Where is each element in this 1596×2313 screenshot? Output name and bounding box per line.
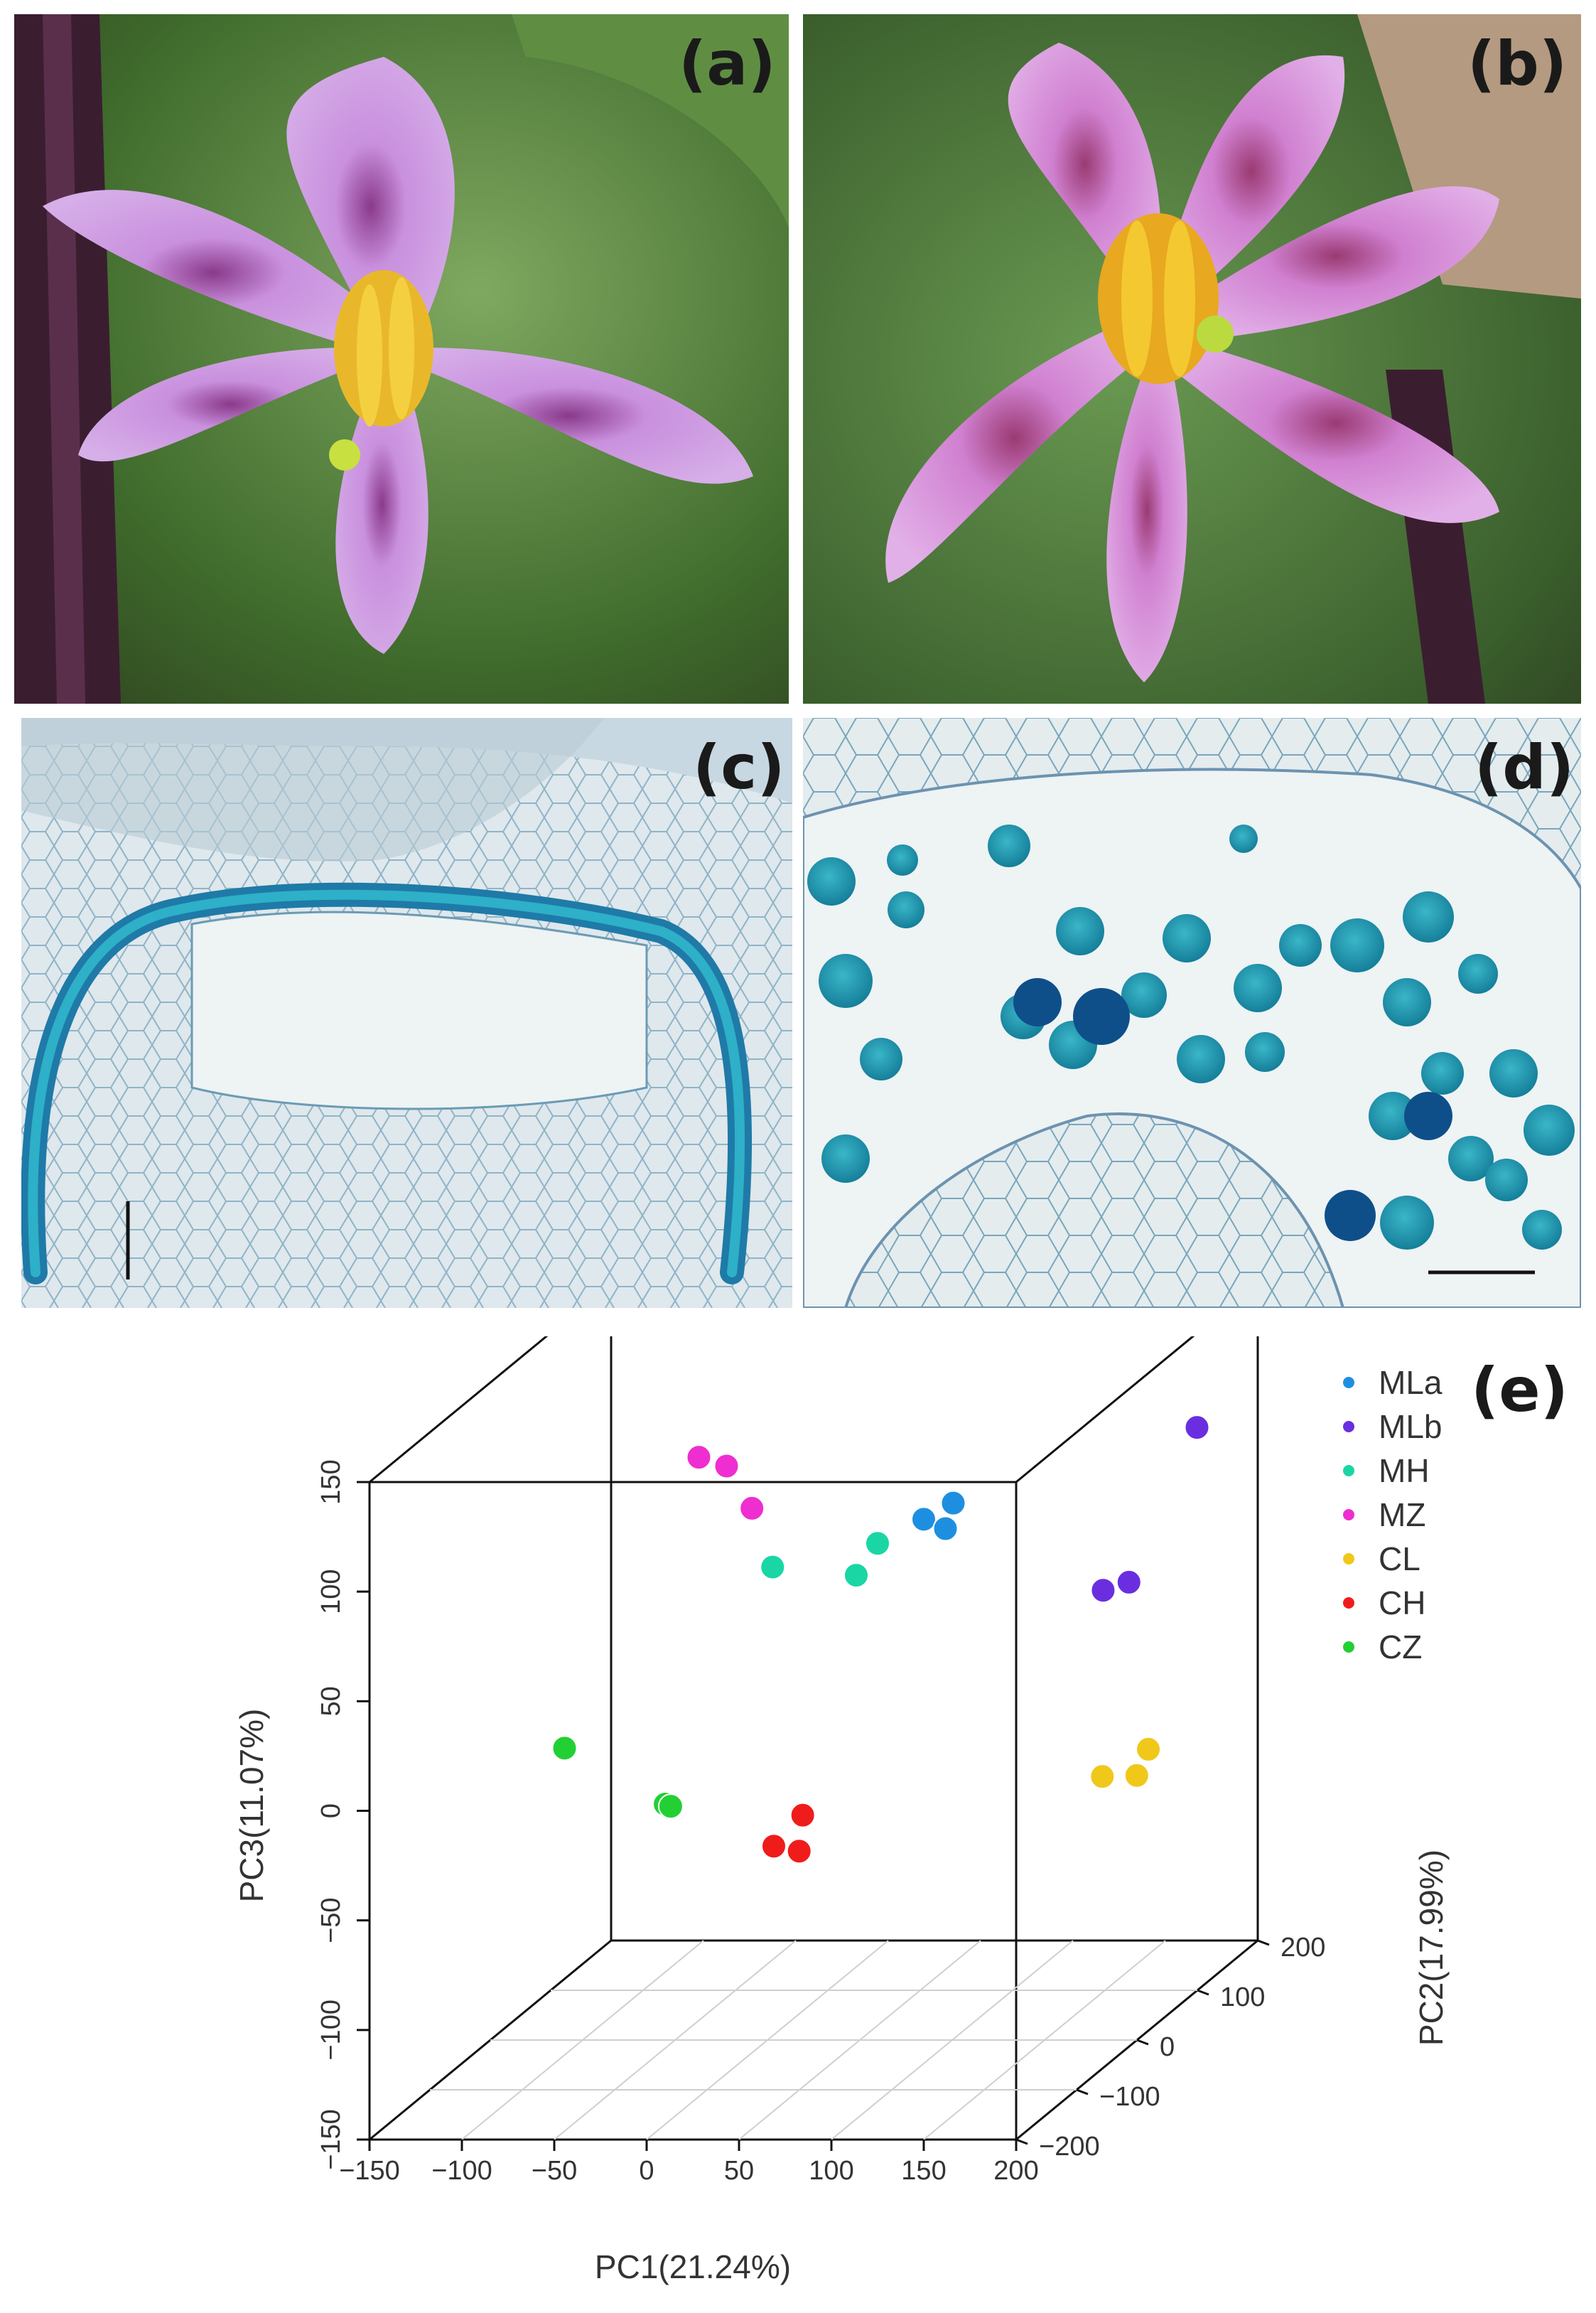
panel-b-flower-photo: (b)	[803, 14, 1581, 704]
pca-point-ch	[761, 1833, 787, 1859]
legend-label-cl: CL	[1379, 1540, 1420, 1577]
pc2-tick-mark	[1257, 1939, 1270, 1946]
pc1-tick-label: −50	[532, 2156, 577, 2186]
pc3-axis-ticks: −150 −100 −50 0 50 100 150	[316, 1459, 370, 2170]
legend-marker-mh	[1343, 1465, 1354, 1476]
pca-point-cl	[1136, 1736, 1162, 1762]
pca-point-mh	[865, 1530, 890, 1557]
pollen-grains	[807, 825, 1575, 1250]
panel-b-label: (b)	[1467, 28, 1568, 100]
legend-label-mh: MH	[1379, 1452, 1430, 1489]
pc2-tick-label: −100	[1099, 2082, 1160, 2112]
pc1-tick-label: −100	[431, 2156, 492, 2186]
pc3-tick-label: 100	[316, 1569, 346, 1614]
legend-marker-ch	[1343, 1597, 1354, 1609]
pc1-tick-label: 150	[901, 2156, 946, 2186]
pc3-tick-label: −150	[316, 2109, 346, 2170]
pc1-axis-ticks: −150 −100 −50 0 50 100 150 200	[339, 2140, 1039, 2186]
pca-point-ch	[789, 1802, 816, 1828]
pc2-tick-label: 100	[1220, 1982, 1265, 2012]
pc2-tick-mark	[1015, 2138, 1028, 2145]
pc2-tick-label: 200	[1280, 1933, 1325, 1963]
pca-point-ch	[786, 1838, 812, 1864]
legend-marker-mz	[1343, 1509, 1354, 1520]
legend-marker-cz	[1343, 1641, 1354, 1653]
panel-d-label: (d)	[1474, 732, 1575, 803]
pca-point-mz	[739, 1495, 765, 1521]
pca-point-mla	[940, 1490, 966, 1516]
pc2-tick-label: 0	[1160, 2032, 1175, 2062]
legend-label-mz: MZ	[1379, 1496, 1425, 1533]
pca-point-mh	[760, 1554, 786, 1580]
pc1-tick-label: 200	[993, 2156, 1038, 2186]
pca-point-mla	[911, 1506, 937, 1533]
pc3-tick-label: −50	[316, 1897, 346, 1943]
pc1-tick-label: −150	[339, 2156, 400, 2186]
flower-b-image	[803, 14, 1581, 704]
legend-label-mla: MLa	[1379, 1364, 1443, 1401]
pc2-tick-mark	[1076, 2088, 1089, 2095]
panel-a-flower-photo: (a)	[14, 14, 789, 704]
panel-c-label: (c)	[693, 732, 785, 803]
pc2-tick-mark	[1197, 1989, 1209, 1996]
legend-marker-cl	[1343, 1553, 1354, 1565]
pc2-axis-label: PC2(17.99%)	[1413, 1850, 1450, 2046]
pca-points	[551, 1415, 1210, 1864]
panel-d-pollen-micrograph: (d)	[803, 718, 1581, 1308]
pc1-axis-label: PC1(21.24%)	[595, 2248, 791, 2285]
pca-point-cl	[1123, 1762, 1150, 1788]
pc3-tick-label: 150	[316, 1459, 346, 1504]
pca-point-mla	[932, 1515, 959, 1542]
panel-e-pca-scatter: −150 −100 −50 0 50 100 150 −150 −100 −50 0 50 100 15…	[233, 1336, 1568, 2285]
anther-wall-image	[21, 718, 792, 1308]
panel-a-label: (a)	[679, 28, 776, 100]
pca-point-mz	[686, 1444, 712, 1471]
legend-label-ch: CH	[1379, 1584, 1425, 1621]
pc3-tick-label: 50	[316, 1686, 346, 1716]
flower-a-image	[14, 14, 789, 704]
box-edge	[1015, 1336, 1195, 1483]
pca-floor-grid	[430, 1940, 1197, 2140]
pc1-tick-label: 50	[724, 2156, 754, 2186]
pc3-tick-label: 0	[316, 1803, 346, 1818]
pc2-tick-label: −200	[1039, 2132, 1100, 2162]
pca-point-mlb	[1090, 1577, 1116, 1604]
pca-point-mlb	[1184, 1415, 1210, 1441]
pca-point-mh	[843, 1562, 869, 1589]
pollen-grains-image	[803, 718, 1581, 1308]
pca-point-cz	[657, 1793, 684, 1820]
pc3-axis-label: PC3(11.07%)	[233, 1709, 270, 1903]
pca-point-mlb	[1116, 1569, 1142, 1595]
pca-legend: MLa MLb MH MZ CL CH CZ	[1343, 1364, 1443, 1665]
legend-marker-mla	[1343, 1377, 1354, 1388]
pc1-tick-label: 100	[809, 2156, 853, 2186]
panel-c-anther-micrograph: (c)	[21, 718, 792, 1308]
pca-point-mz	[713, 1453, 740, 1479]
panel-e-label: (e)	[1471, 1355, 1568, 1426]
pc2-tick-mark	[1136, 2039, 1149, 2046]
legend-label-cz: CZ	[1379, 1628, 1422, 1665]
petals-a	[43, 57, 753, 654]
legend-marker-mlb	[1343, 1421, 1354, 1432]
pc1-tick-label: 0	[639, 2156, 654, 2186]
pca-point-cz	[551, 1735, 578, 1761]
box-edge	[369, 1336, 549, 1483]
pc3-tick-label: −100	[316, 2000, 346, 2061]
pca-bounding-box	[368, 1336, 1259, 2141]
legend-label-mlb: MLb	[1379, 1408, 1442, 1445]
pca-point-cl	[1089, 1764, 1116, 1790]
